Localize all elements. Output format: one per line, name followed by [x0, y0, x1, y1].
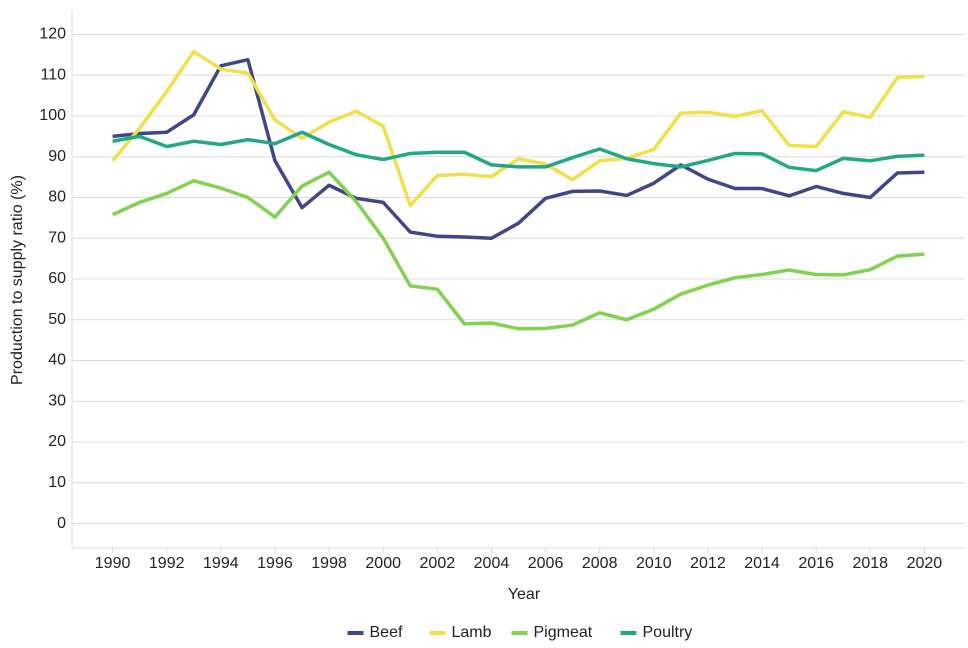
x-tick-label: 2016 — [798, 555, 834, 572]
y-tick-label: 40 — [48, 352, 66, 369]
x-tick-label: 2010 — [636, 555, 672, 572]
legend-label: Beef — [370, 624, 403, 641]
x-tick-label: 1998 — [311, 555, 347, 572]
y-tick-label: 30 — [48, 392, 66, 409]
y-tick-label: 0 — [57, 515, 66, 532]
x-tick-label: 2002 — [420, 555, 456, 572]
y-tick-label: 70 — [48, 229, 66, 246]
x-tick-label: 2004 — [474, 555, 510, 572]
x-tick-label: 2018 — [852, 555, 888, 572]
y-tick-label: 60 — [48, 270, 66, 287]
y-axis-label: Production to supply ratio (%) — [9, 175, 26, 385]
legend-label: Poultry — [643, 624, 693, 641]
x-tick-label: 2014 — [744, 555, 780, 572]
y-tick-label: 120 — [39, 26, 66, 43]
x-tick-label: 2012 — [690, 555, 726, 572]
y-tick-label: 90 — [48, 148, 66, 165]
line — [112, 130, 925, 173]
y-tick-label: 50 — [48, 311, 66, 328]
line — [112, 57, 925, 240]
y-tick-label: 80 — [48, 189, 66, 206]
x-tick-label: 1992 — [149, 555, 185, 572]
x-tick-label: 2008 — [582, 555, 618, 572]
x-tick-label: 2006 — [528, 555, 564, 572]
line — [111, 49, 925, 208]
legend-label: Pigmeat — [534, 624, 593, 641]
x-tick-label: 1996 — [257, 555, 293, 572]
x-tick-label: 2000 — [365, 555, 401, 572]
y-tick-label: 100 — [39, 107, 66, 124]
line — [111, 170, 925, 331]
x-tick-label: 2020 — [907, 555, 943, 572]
x-tick-label: 1994 — [203, 555, 239, 572]
legend-label: Lamb — [452, 624, 492, 641]
x-axis-label: Year — [508, 586, 541, 603]
y-tick-label: 20 — [48, 433, 66, 450]
x-tick-label: 1990 — [95, 555, 131, 572]
y-tick-label: 10 — [48, 474, 66, 491]
y-tick-label: 110 — [40, 66, 66, 83]
